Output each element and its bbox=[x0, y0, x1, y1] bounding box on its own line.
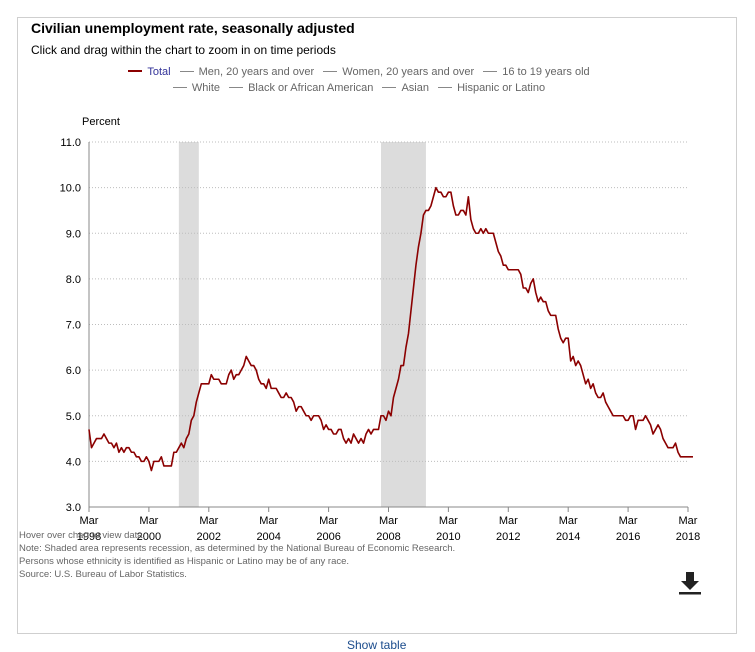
x-tick-month: Mar bbox=[259, 515, 278, 527]
legend-line-icon bbox=[229, 86, 244, 88]
x-tick-year: 2016 bbox=[616, 531, 640, 543]
y-tick-label: 11.0 bbox=[60, 137, 81, 149]
chart-subtitle: Click and drag within the chart to zoom … bbox=[31, 43, 336, 57]
legend-item-total[interactable]: Total bbox=[128, 66, 171, 78]
note-hover: Hover over chart to view data. bbox=[19, 530, 146, 541]
legend-line-icon bbox=[179, 70, 194, 72]
legend-row-2: White Black or African American Asian Hi… bbox=[0, 82, 718, 94]
chart-panel bbox=[17, 17, 737, 634]
chart-notes: Hover over chart to view data. Note: Sha… bbox=[19, 529, 455, 581]
y-tick-label: 10.0 bbox=[60, 183, 81, 195]
x-tick-month: Mar bbox=[80, 515, 99, 527]
legend-item-women-20-over[interactable]: Women, 20 years and over bbox=[323, 66, 474, 78]
show-table-link[interactable]: Show table bbox=[347, 638, 407, 652]
download-icon[interactable] bbox=[678, 570, 702, 596]
x-tick-year: 1998 bbox=[77, 531, 101, 543]
y-tick-label: 9.0 bbox=[66, 228, 81, 240]
legend-line-icon bbox=[172, 86, 187, 88]
x-tick-year: 2018 bbox=[676, 531, 700, 543]
legend-line-icon bbox=[323, 70, 338, 72]
y-tick-label: 3.0 bbox=[66, 502, 81, 514]
recession-band bbox=[381, 142, 426, 507]
chart-title: Civilian unemployment rate, seasonally a… bbox=[31, 20, 355, 36]
x-tick-month: Mar bbox=[499, 515, 518, 527]
legend-item-white[interactable]: White bbox=[172, 82, 220, 94]
note-recession: Note: Shaded area represents recession, … bbox=[19, 543, 456, 554]
x-tick-year: 2014 bbox=[556, 531, 580, 543]
legend-line-icon bbox=[483, 70, 498, 72]
legend-row-1: Total Men, 20 years and over Women, 20 y… bbox=[0, 66, 718, 78]
y-tick-label: 4.0 bbox=[66, 456, 81, 468]
legend-line-icon bbox=[438, 86, 453, 88]
x-tick-month: Mar bbox=[199, 515, 218, 527]
x-tick-year: 2000 bbox=[137, 531, 161, 543]
y-tick-label: 7.0 bbox=[66, 320, 81, 332]
x-tick-month: Mar bbox=[139, 515, 158, 527]
x-tick-month: Mar bbox=[319, 515, 338, 527]
legend-line-icon bbox=[128, 70, 143, 73]
note-hispanic: Persons whose ethnicity is identified as… bbox=[19, 556, 350, 567]
legend-item-black[interactable]: Black or African American bbox=[229, 82, 373, 94]
legend-line-icon bbox=[382, 86, 397, 88]
x-tick-month: Mar bbox=[559, 515, 578, 527]
x-tick-year: 2006 bbox=[316, 531, 340, 543]
legend-item-hispanic[interactable]: Hispanic or Latino bbox=[438, 82, 545, 94]
y-tick-label: 5.0 bbox=[66, 411, 81, 423]
x-tick-month: Mar bbox=[439, 515, 458, 527]
y-axis-title: Percent bbox=[82, 116, 120, 128]
series-line-total[interactable] bbox=[88, 186, 693, 472]
x-tick-year: 2012 bbox=[496, 531, 520, 543]
legend-item-16-to-19[interactable]: 16 to 19 years old bbox=[483, 66, 590, 78]
x-tick-month: Mar bbox=[619, 515, 638, 527]
legend-item-asian[interactable]: Asian bbox=[382, 82, 429, 94]
x-tick-month: Mar bbox=[679, 515, 698, 527]
x-tick-year: 2010 bbox=[436, 531, 460, 543]
x-tick-month: Mar bbox=[379, 515, 398, 527]
x-tick-year: 2002 bbox=[197, 531, 221, 543]
legend-item-men-20-over[interactable]: Men, 20 years and over bbox=[179, 66, 314, 78]
x-tick-year: 2004 bbox=[256, 531, 280, 543]
note-source: Source: U.S. Bureau of Labor Statistics. bbox=[19, 569, 187, 580]
x-tick-year: 2008 bbox=[376, 531, 400, 543]
y-tick-label: 6.0 bbox=[66, 365, 81, 377]
y-tick-label: 8.0 bbox=[66, 274, 81, 286]
